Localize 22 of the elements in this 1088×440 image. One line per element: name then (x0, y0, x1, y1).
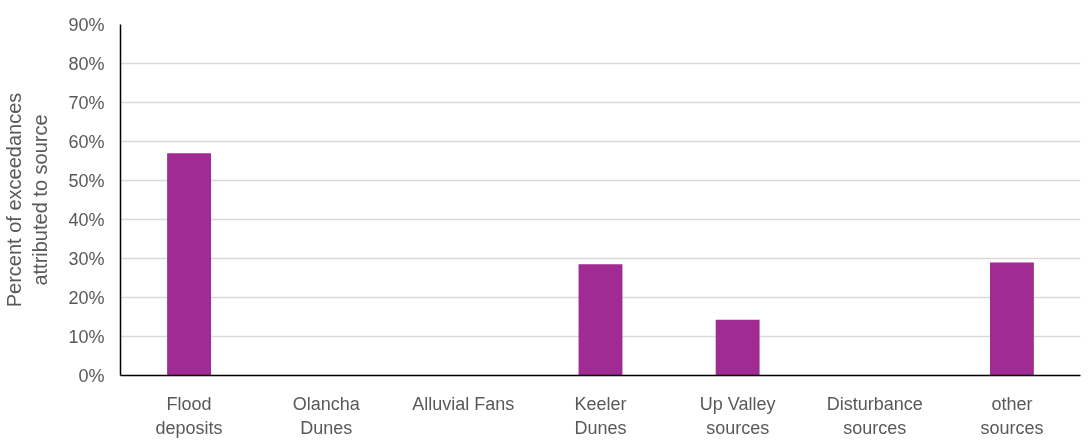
bar (578, 264, 623, 376)
y-tick-label: 80% (68, 53, 105, 74)
x-tick-label: Olancha Dunes (292, 393, 361, 438)
y-axis-title: Percent of exceedances attributed to source (3, 92, 52, 308)
y-tick-label: 70% (68, 92, 105, 113)
x-tick-label: other sources (980, 393, 1044, 438)
bar (989, 262, 1034, 376)
y-tick-label: 50% (68, 170, 105, 191)
x-tick-label: Up Valley sources (699, 393, 776, 438)
y-tick-label: 60% (68, 131, 105, 152)
y-tick-label: 10% (68, 326, 105, 347)
y-tick-label: 40% (68, 209, 105, 230)
x-tick-label: Alluvial Fans (412, 393, 515, 414)
x-tick-label: Flood deposits (155, 393, 223, 438)
bar (715, 319, 760, 376)
x-tick-label: Keeler Dunes (574, 393, 627, 438)
y-tick-label: 0% (78, 365, 105, 386)
y-tick-label: 90% (68, 14, 105, 35)
y-tick-label: 20% (68, 287, 105, 308)
y-tick-label: 30% (68, 248, 105, 269)
x-tick-label: Disturbance sources (826, 393, 923, 438)
bar (167, 153, 212, 376)
